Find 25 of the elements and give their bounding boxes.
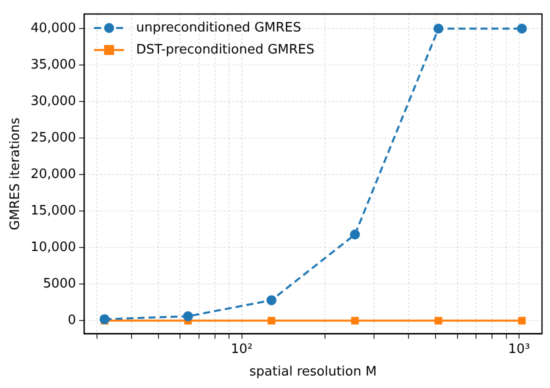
point bbox=[183, 311, 194, 322]
y-tick-label: 0 bbox=[68, 313, 76, 328]
y-tick-label: 35,000 bbox=[30, 57, 76, 72]
y-tick-label: 40,000 bbox=[30, 20, 76, 36]
y-tick-label: 15,000 bbox=[30, 204, 76, 219]
x-tick-label: 10² bbox=[230, 342, 253, 357]
legend-label: DST-preconditioned GMRES bbox=[136, 42, 314, 58]
y-tick-label: 30,000 bbox=[30, 94, 76, 109]
point bbox=[433, 24, 444, 34]
point bbox=[434, 316, 442, 324]
point bbox=[350, 230, 360, 240]
legend-label: unpreconditioned GMRES bbox=[136, 20, 302, 36]
point bbox=[268, 316, 276, 324]
point bbox=[266, 295, 276, 306]
point bbox=[100, 314, 110, 324]
y-tick-label: 20,000 bbox=[30, 167, 76, 182]
x-tick-label: 10³ bbox=[508, 342, 530, 357]
x-axis-title: spatial resolution M bbox=[249, 364, 377, 380]
y-tick-label: 10,000 bbox=[30, 240, 76, 256]
point bbox=[351, 316, 359, 324]
point bbox=[518, 316, 526, 324]
y-axis-title: GMRES iterations bbox=[8, 117, 24, 230]
y-tick-label: 25,000 bbox=[30, 130, 76, 146]
point bbox=[516, 24, 527, 34]
y-tick-label: 5000 bbox=[42, 276, 76, 292]
